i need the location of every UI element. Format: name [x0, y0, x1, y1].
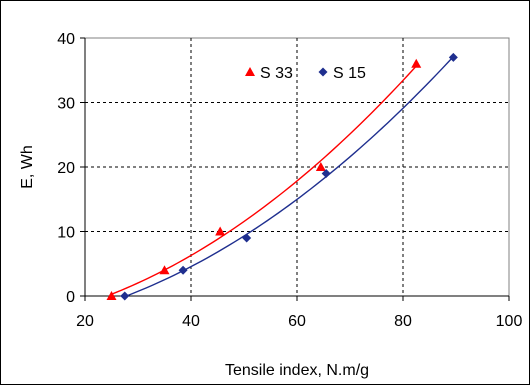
data-point-s33 — [315, 162, 326, 171]
trendline-s15 — [124, 56, 454, 298]
data-point-s33 — [159, 265, 170, 275]
x-tick-label: 100 — [496, 313, 523, 330]
data-markers — [106, 52, 458, 301]
data-point-s33 — [215, 226, 226, 236]
y-tick-label: 40 — [57, 31, 75, 48]
legend-marker-triangle — [245, 67, 255, 76]
data-point-s15 — [242, 233, 252, 243]
legend-label: S 15 — [333, 65, 366, 82]
y-axis-label: E, Wh — [19, 145, 36, 189]
data-point-s15 — [448, 52, 458, 62]
x-tick-label: 40 — [182, 313, 200, 330]
x-tick-label: 80 — [394, 313, 412, 330]
legend-label: S 33 — [260, 65, 293, 82]
legend-marker-diamond — [318, 67, 328, 77]
y-tick-label: 30 — [57, 96, 75, 113]
data-point-s15 — [178, 265, 188, 275]
data-point-s15 — [321, 168, 331, 178]
y-tick-label: 10 — [57, 225, 75, 242]
legend: S 33 S 15 — [245, 65, 366, 82]
x-axis-label: Tensile index, N.m/g — [225, 362, 369, 379]
y-tick-label: 20 — [57, 160, 75, 177]
x-tick-label: 60 — [288, 313, 306, 330]
x-tick-label: 20 — [76, 313, 94, 330]
data-point-s15 — [120, 291, 130, 301]
axis-ticks: 0 10 20 30 40 20 40 60 80 100 — [57, 31, 522, 330]
data-point-s33 — [106, 291, 117, 300]
y-tick-label: 0 — [66, 289, 75, 306]
data-point-s33 — [411, 58, 422, 68]
